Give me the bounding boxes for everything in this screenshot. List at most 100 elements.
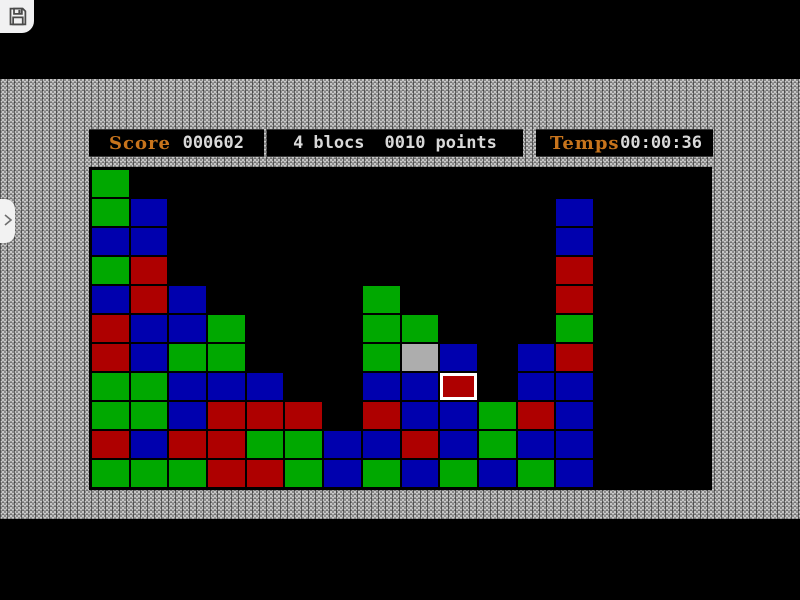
block-blue[interactable]: [555, 430, 594, 459]
empty-cell: [168, 256, 207, 285]
block-blue[interactable]: [323, 430, 362, 459]
block-red[interactable]: [555, 285, 594, 314]
block-blue[interactable]: [555, 459, 594, 488]
block-red[interactable]: [245, 459, 285, 488]
block-blue[interactable]: [439, 343, 478, 372]
empty-cell: [439, 314, 478, 343]
block-blue[interactable]: [361, 430, 401, 459]
empty-cell: [671, 343, 710, 372]
block-red[interactable]: [284, 401, 324, 430]
block-green[interactable]: [207, 343, 246, 372]
block-gray[interactable]: [400, 343, 440, 372]
block-green[interactable]: [516, 459, 556, 488]
block-blue[interactable]: [400, 401, 440, 430]
block-green[interactable]: [361, 343, 401, 372]
block-blue[interactable]: [129, 227, 169, 256]
empty-cell: [633, 198, 672, 227]
block-blue[interactable]: [400, 372, 440, 401]
block-blue[interactable]: [555, 227, 594, 256]
block-red[interactable]: [207, 430, 246, 459]
empty-cell: [323, 314, 362, 343]
block-green[interactable]: [91, 372, 130, 401]
empty-cell: [478, 227, 517, 256]
block-green[interactable]: [91, 198, 130, 227]
empty-cell: [207, 198, 246, 227]
block-green[interactable]: [207, 314, 246, 343]
block-blue[interactable]: [361, 372, 401, 401]
block-blue[interactable]: [168, 401, 208, 430]
block-blue[interactable]: [168, 314, 208, 343]
block-green[interactable]: [439, 459, 478, 488]
blocks-count-label: blocs: [313, 133, 365, 153]
block-blue[interactable]: [400, 459, 440, 488]
block-red[interactable]: [91, 314, 130, 343]
block-red[interactable]: [400, 430, 440, 459]
empty-cell: [478, 343, 517, 372]
block-blue[interactable]: [168, 372, 208, 401]
block-green[interactable]: [361, 285, 401, 314]
block-blue[interactable]: [516, 343, 556, 372]
empty-cell: [671, 430, 710, 459]
block-red[interactable]: [516, 401, 556, 430]
empty-cell: [517, 314, 556, 343]
block-green[interactable]: [284, 459, 324, 488]
block-blue[interactable]: [168, 285, 208, 314]
empty-cell: [633, 343, 672, 372]
block-blue[interactable]: [129, 314, 169, 343]
block-green[interactable]: [129, 372, 169, 401]
block-red[interactable]: [129, 256, 169, 285]
block-blue[interactable]: [516, 430, 556, 459]
empty-cell: [323, 169, 362, 198]
block-red[interactable]: [207, 401, 246, 430]
block-blue[interactable]: [129, 343, 169, 372]
block-green[interactable]: [284, 430, 324, 459]
block-blue[interactable]: [91, 227, 130, 256]
block-blue[interactable]: [439, 430, 478, 459]
block-green[interactable]: [400, 314, 440, 343]
block-green[interactable]: [129, 401, 169, 430]
empty-cell: [594, 430, 633, 459]
block-red[interactable]: [555, 256, 594, 285]
block-green[interactable]: [129, 459, 169, 488]
block-red[interactable]: [207, 459, 246, 488]
empty-cell: [284, 285, 323, 314]
block-red[interactable]: [129, 285, 169, 314]
block-blue[interactable]: [245, 372, 285, 401]
block-green[interactable]: [91, 401, 130, 430]
block-green[interactable]: [477, 401, 517, 430]
block-red-selected[interactable]: [439, 372, 478, 401]
block-blue[interactable]: [555, 372, 594, 401]
block-blue[interactable]: [555, 198, 594, 227]
block-blue[interactable]: [477, 459, 517, 488]
block-blue[interactable]: [91, 285, 130, 314]
block-blue[interactable]: [555, 401, 594, 430]
empty-cell: [594, 459, 633, 488]
block-red[interactable]: [555, 343, 594, 372]
save-button[interactable]: [0, 0, 34, 33]
empty-cell: [323, 401, 362, 430]
empty-cell: [671, 227, 710, 256]
block-green[interactable]: [361, 314, 401, 343]
block-blue[interactable]: [129, 198, 169, 227]
block-blue[interactable]: [516, 372, 556, 401]
block-green[interactable]: [91, 459, 130, 488]
block-blue[interactable]: [207, 372, 246, 401]
block-blue[interactable]: [439, 401, 478, 430]
block-green[interactable]: [361, 459, 401, 488]
block-red[interactable]: [245, 401, 285, 430]
block-red[interactable]: [91, 430, 130, 459]
block-red[interactable]: [91, 343, 130, 372]
block-red[interactable]: [361, 401, 401, 430]
block-green[interactable]: [477, 430, 517, 459]
block-green[interactable]: [168, 343, 208, 372]
block-blue[interactable]: [323, 459, 362, 488]
block-green[interactable]: [245, 430, 285, 459]
block-green[interactable]: [555, 314, 594, 343]
drawer-tab[interactable]: [0, 199, 15, 243]
block-green[interactable]: [91, 256, 130, 285]
block-red[interactable]: [168, 430, 208, 459]
points-value: 0010: [384, 133, 426, 153]
block-green[interactable]: [168, 459, 208, 488]
block-blue[interactable]: [129, 430, 169, 459]
block-green[interactable]: [91, 169, 130, 198]
